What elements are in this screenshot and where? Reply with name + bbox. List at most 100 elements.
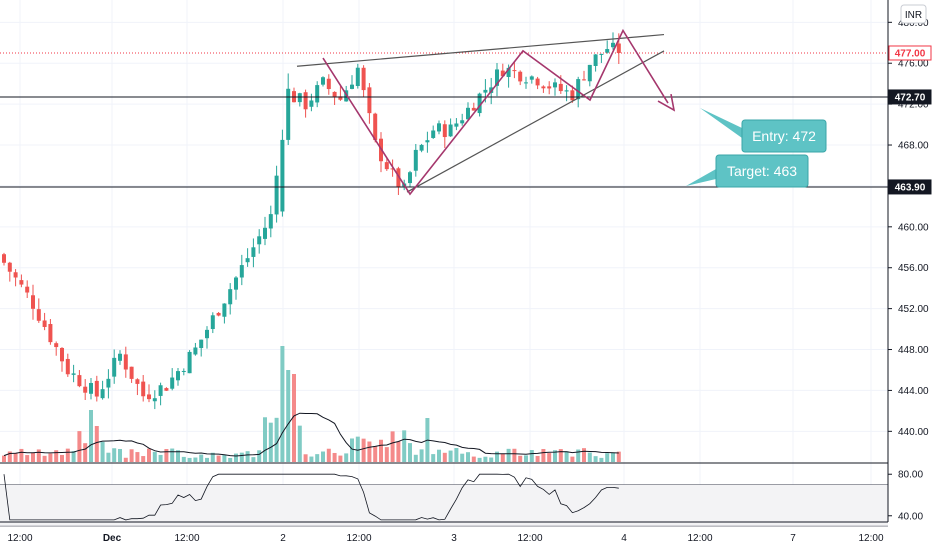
candle[interactable] — [245, 248, 250, 267]
candle[interactable] — [321, 76, 325, 87]
candle[interactable] — [199, 339, 204, 357]
candle[interactable] — [54, 341, 59, 356]
wedge-upper-trendline[interactable] — [296, 33, 665, 67]
candle[interactable] — [442, 120, 447, 149]
candle[interactable] — [605, 40, 610, 54]
candle[interactable] — [553, 78, 557, 96]
candle[interactable] — [367, 83, 372, 124]
candle[interactable] — [303, 89, 308, 118]
candle[interactable] — [460, 113, 465, 126]
candle[interactable] — [170, 368, 175, 391]
candle[interactable] — [181, 368, 186, 376]
candle[interactable] — [587, 64, 592, 87]
candle[interactable] — [338, 86, 343, 101]
candle[interactable] — [158, 382, 163, 406]
candle[interactable] — [2, 252, 6, 266]
candle[interactable] — [431, 125, 436, 139]
currency-badge[interactable]: INR — [900, 4, 927, 24]
candle[interactable] — [454, 118, 459, 131]
candle[interactable] — [570, 85, 575, 103]
candle[interactable] — [384, 158, 389, 171]
candle[interactable] — [222, 303, 227, 324]
candle[interactable] — [471, 102, 476, 111]
candle[interactable] — [257, 229, 262, 254]
candle[interactable] — [135, 378, 140, 396]
candle[interactable] — [599, 53, 604, 63]
candle[interactable] — [77, 370, 82, 388]
candle[interactable] — [216, 312, 221, 317]
candle[interactable] — [582, 70, 586, 81]
candle[interactable] — [164, 387, 169, 391]
candle[interactable] — [234, 276, 238, 300]
target-callout[interactable]: Target: 463 — [686, 154, 809, 188]
price-level-marker[interactable]: 463.90 — [888, 179, 932, 195]
candle[interactable] — [350, 75, 354, 90]
candle[interactable] — [83, 379, 88, 400]
candle[interactable] — [65, 353, 70, 377]
candle[interactable] — [239, 254, 244, 286]
candle[interactable] — [263, 216, 267, 246]
candle[interactable] — [373, 112, 378, 143]
candle[interactable] — [112, 349, 117, 384]
candle[interactable] — [129, 366, 134, 383]
candle[interactable] — [518, 70, 523, 86]
candle[interactable] — [396, 166, 401, 195]
candle[interactable] — [466, 102, 470, 121]
candle[interactable] — [152, 390, 157, 410]
candle[interactable] — [413, 143, 418, 177]
candle[interactable] — [361, 65, 366, 98]
candle[interactable] — [60, 347, 64, 372]
candle[interactable] — [228, 283, 233, 315]
candle[interactable] — [123, 346, 128, 378]
candle[interactable] — [42, 312, 47, 331]
candle[interactable] — [25, 280, 30, 298]
candle[interactable] — [106, 369, 111, 399]
candle[interactable] — [593, 54, 598, 72]
candle[interactable] — [448, 118, 453, 137]
candle[interactable] — [176, 367, 180, 386]
candle[interactable] — [36, 298, 41, 323]
candle[interactable] — [326, 74, 331, 95]
candle[interactable] — [425, 131, 430, 153]
candle[interactable] — [19, 274, 24, 288]
entry-callout[interactable]: Entry: 472 — [700, 108, 827, 153]
candle[interactable] — [31, 284, 35, 320]
candle[interactable] — [564, 85, 569, 102]
candle[interactable] — [118, 350, 122, 365]
candle[interactable] — [547, 81, 552, 95]
candle[interactable] — [355, 63, 360, 89]
candle[interactable] — [286, 73, 291, 146]
price-level-marker[interactable]: 472.70 — [888, 89, 932, 105]
candle[interactable] — [94, 375, 99, 402]
candle[interactable] — [419, 143, 424, 153]
candle[interactable] — [408, 170, 412, 188]
candle[interactable] — [147, 384, 151, 403]
candle[interactable] — [315, 81, 320, 108]
candle[interactable] — [71, 364, 76, 383]
candle[interactable] — [535, 76, 540, 90]
candle[interactable] — [205, 326, 209, 349]
current-price-marker[interactable]: 477.00 — [888, 45, 932, 61]
candle[interactable] — [268, 205, 273, 238]
candle[interactable] — [210, 312, 215, 334]
candle[interactable] — [495, 63, 499, 97]
candle[interactable] — [48, 318, 53, 345]
candle[interactable] — [541, 85, 546, 93]
wave-pattern-line[interactable] — [322, 28, 669, 196]
candle[interactable] — [193, 342, 198, 356]
candle[interactable] — [524, 76, 528, 89]
wedge-lower-trendline[interactable] — [406, 50, 665, 193]
candle[interactable] — [529, 75, 534, 84]
candle[interactable] — [100, 380, 105, 400]
candle[interactable] — [89, 378, 93, 400]
candle[interactable] — [274, 165, 279, 223]
candle[interactable] — [251, 238, 256, 268]
candle[interactable] — [13, 269, 18, 287]
candle[interactable] — [512, 62, 517, 79]
candle[interactable] — [611, 32, 615, 50]
candle[interactable] — [7, 261, 12, 282]
candle[interactable] — [297, 92, 302, 107]
candle[interactable] — [141, 375, 146, 402]
candle[interactable] — [500, 63, 505, 77]
